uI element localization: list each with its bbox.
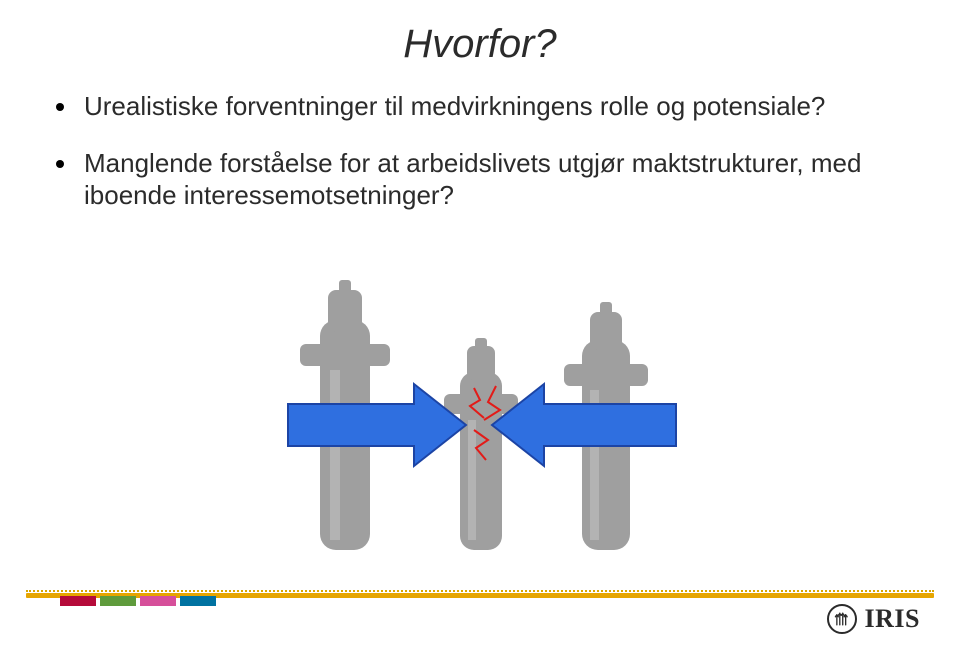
slide-title: Hvorfor? — [0, 22, 960, 67]
brand-chip — [100, 596, 136, 606]
bullet-dot-icon — [56, 160, 64, 168]
conflict-illustration — [260, 280, 700, 550]
bullet-list: Urealistiske forventninger til medvirkni… — [56, 90, 904, 236]
bullet-text: Manglende forståelse for at arbeidslivet… — [84, 147, 904, 212]
slide-footer: IRIS — [0, 576, 960, 648]
list-item: Urealistiske forventninger til medvirkni… — [56, 90, 904, 123]
brand-chips — [60, 596, 216, 606]
list-item: Manglende forståelse for at arbeidslivet… — [56, 147, 904, 212]
iris-logo-text: IRIS — [865, 604, 920, 634]
iris-logo-icon — [827, 604, 857, 634]
iris-logo: IRIS — [827, 604, 920, 634]
arrow-left-to-center — [288, 384, 466, 466]
brand-chip — [180, 596, 216, 606]
brand-chip — [140, 596, 176, 606]
bullet-dot-icon — [56, 103, 64, 111]
conflict-svg — [260, 280, 700, 550]
slide-root: Hvorfor? Urealistiske forventninger til … — [0, 0, 960, 648]
bullet-text: Urealistiske forventninger til medvirkni… — [84, 90, 904, 123]
dotted-rule — [26, 590, 934, 592]
brand-chip — [60, 596, 96, 606]
